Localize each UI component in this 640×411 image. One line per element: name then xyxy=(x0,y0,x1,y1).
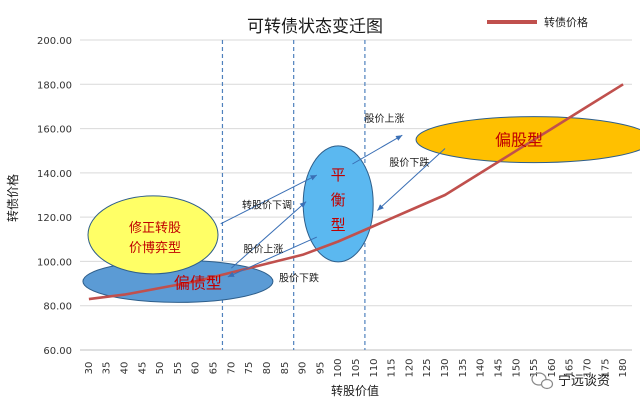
x-tick-label: 130 xyxy=(440,358,451,377)
annotation-label: 股价下跌 xyxy=(279,271,319,284)
x-axis-ticks: 30 35 40 45 50 55 60 65 70 75 80 85 90 95 100 105 110 115… xyxy=(84,358,629,377)
x-tick-label: 165 xyxy=(565,358,576,377)
x-tick-label: 95 xyxy=(315,362,326,375)
region-label: 价博弈型 xyxy=(129,240,181,256)
legend: 转债价格 xyxy=(487,15,588,29)
x-tick-label: 150 xyxy=(511,358,522,377)
x-tick-label: 85 xyxy=(280,362,291,375)
transition-arrow xyxy=(220,174,318,225)
y-tick-label: 80.00 xyxy=(43,302,72,313)
x-tick-label: 75 xyxy=(244,362,255,375)
x-tick-label: 140 xyxy=(476,358,487,377)
x-tick-label: 125 xyxy=(422,358,433,377)
region-equity-like xyxy=(415,116,640,164)
y-axis-label: 转债价格 xyxy=(5,174,20,222)
watermark: 宁远谈资 xyxy=(531,372,610,390)
x-tick-label: 120 xyxy=(404,358,415,377)
annotation-label: 股价上涨 xyxy=(243,244,283,256)
annotation-label: 转股价下调 xyxy=(242,198,292,211)
wechat-icon xyxy=(531,372,554,390)
region-label: 偏债型 xyxy=(174,273,222,292)
x-tick-label: 50 xyxy=(155,362,166,375)
region-label: 修正转股 xyxy=(129,221,181,236)
chart-title: 可转债状态变迁图 xyxy=(247,17,383,37)
x-tick-label: 100 xyxy=(333,358,344,377)
region-label: 衡 xyxy=(331,191,346,209)
state-regions xyxy=(82,116,640,303)
region-label: 型 xyxy=(331,216,346,234)
x-tick-label: 115 xyxy=(387,358,398,377)
x-tick-label: 55 xyxy=(173,362,184,375)
x-axis-label: 转股价值 xyxy=(331,383,379,398)
watermark-text: 宁远谈资 xyxy=(558,373,610,389)
y-tick-label: 120.00 xyxy=(37,213,72,224)
annotation-label: 股价下跌 xyxy=(389,156,429,169)
x-tick-label: 135 xyxy=(458,358,469,377)
transition-arrow xyxy=(231,201,307,269)
x-tick-label: 180 xyxy=(618,358,629,377)
x-tick-label: 170 xyxy=(582,358,593,377)
x-tick-label: 80 xyxy=(262,362,273,375)
y-tick-label: 180.00 xyxy=(37,80,72,91)
y-axis-ticks: 60.00 80.00 100.00 120.00 140.00 160.00 180.00… xyxy=(37,36,72,357)
annotation-label: 股价上涨 xyxy=(364,113,404,125)
x-tick-label: 175 xyxy=(600,358,611,377)
x-tick-label: 70 xyxy=(226,362,237,375)
x-tick-label: 45 xyxy=(137,362,148,375)
x-tick-label: 65 xyxy=(209,362,220,375)
y-tick-label: 160.00 xyxy=(37,125,72,136)
y-tick-label: 200.00 xyxy=(37,36,72,47)
transition-arrows xyxy=(220,134,446,278)
y-tick-label: 100.00 xyxy=(37,257,72,268)
x-tick-label: 90 xyxy=(298,362,309,375)
x-tick-label: 160 xyxy=(547,358,558,377)
transition-arrow xyxy=(227,236,318,278)
x-tick-label: 110 xyxy=(369,358,380,377)
region-reset-game xyxy=(87,195,219,275)
y-tick-label: 60.00 xyxy=(43,346,72,357)
x-tick-label: 30 xyxy=(84,362,95,375)
legend-label: 转债价格 xyxy=(544,15,588,29)
transition-arrow xyxy=(352,134,403,165)
x-tick-label: 105 xyxy=(351,358,362,377)
x-tick-label: 35 xyxy=(102,362,113,375)
region-label: 偏股型 xyxy=(495,131,543,150)
x-tick-label: 60 xyxy=(191,362,202,375)
y-tick-label: 140.00 xyxy=(37,169,72,180)
region-label: 平 xyxy=(331,166,346,184)
transition-arrow xyxy=(377,148,446,211)
x-tick-label: 40 xyxy=(120,362,131,375)
x-tick-label: 145 xyxy=(493,358,504,377)
x-tick-label: 155 xyxy=(529,358,540,377)
series-line xyxy=(88,83,624,301)
